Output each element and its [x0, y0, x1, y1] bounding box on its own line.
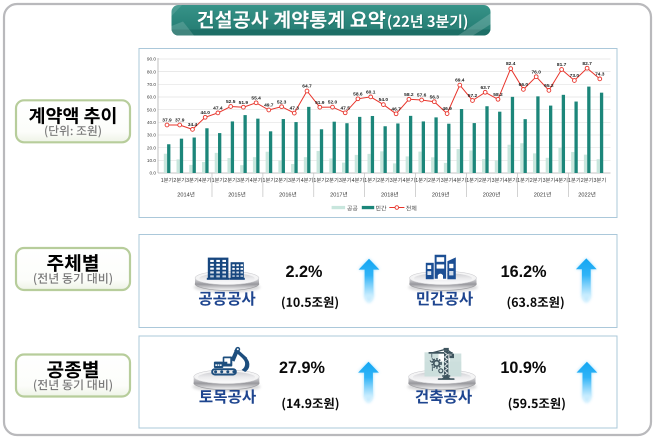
svg-text:2.2%: 2.2%: [286, 263, 323, 281]
svg-text:2: 2: [581, 178, 584, 184]
svg-text:73.0: 73.0: [570, 73, 580, 79]
svg-text:3: 3: [186, 178, 189, 184]
svg-text:2015: 2015: [228, 193, 240, 199]
svg-text:2016: 2016: [279, 193, 291, 199]
svg-text:2: 2: [326, 178, 329, 184]
svg-text:63.7: 63.7: [480, 85, 490, 91]
svg-text:3: 3: [492, 178, 495, 184]
svg-text:66.0: 66.0: [519, 82, 529, 88]
svg-text:1: 1: [161, 178, 164, 184]
svg-text:47.3: 47.3: [290, 106, 300, 112]
svg-text:4: 4: [352, 178, 355, 184]
svg-text:2: 2: [428, 178, 431, 184]
svg-text:1: 1: [364, 178, 367, 184]
svg-text:51.9: 51.9: [315, 100, 325, 106]
svg-text:2: 2: [275, 178, 278, 184]
svg-text:2018: 2018: [381, 193, 393, 199]
svg-text:2020: 2020: [483, 193, 495, 199]
svg-text:57.2: 57.2: [468, 93, 478, 99]
svg-text:16.2%: 16.2%: [501, 263, 547, 281]
svg-text:27.9%: 27.9%: [279, 359, 325, 377]
svg-text:58.2: 58.2: [404, 92, 414, 98]
svg-text:52.5: 52.5: [226, 99, 236, 105]
svg-text:80.0: 80.0: [147, 69, 157, 74]
svg-text:50.0: 50.0: [147, 107, 157, 112]
svg-text:46.9: 46.9: [442, 106, 452, 112]
svg-text:49.7: 49.7: [264, 103, 274, 109]
svg-text:4: 4: [504, 178, 507, 184]
svg-text:1: 1: [313, 178, 316, 184]
svg-text:30.0: 30.0: [147, 133, 157, 138]
svg-text:3: 3: [543, 178, 546, 184]
svg-text:60.1: 60.1: [366, 90, 376, 96]
svg-text:1: 1: [517, 178, 520, 184]
svg-text:2: 2: [479, 178, 482, 184]
svg-text:3: 3: [441, 178, 444, 184]
svg-text:51.9: 51.9: [239, 100, 249, 106]
svg-text:47.4: 47.4: [213, 106, 223, 112]
svg-text:2: 2: [377, 178, 380, 184]
svg-text:2: 2: [173, 178, 176, 184]
svg-text:82.7: 82.7: [582, 61, 592, 67]
svg-text:34.4: 34.4: [188, 122, 198, 128]
svg-text:1: 1: [466, 178, 469, 184]
svg-text:3: 3: [594, 178, 597, 184]
svg-text:55.4: 55.4: [251, 95, 261, 101]
svg-text:3: 3: [288, 178, 291, 184]
svg-text:3: 3: [237, 178, 240, 184]
svg-text:2022: 2022: [578, 193, 590, 199]
svg-text:47.5: 47.5: [340, 105, 350, 111]
svg-text:64.7: 64.7: [302, 84, 312, 90]
svg-text:76.0: 76.0: [531, 69, 541, 75]
svg-text:2021: 2021: [534, 193, 546, 199]
svg-text:70.0: 70.0: [147, 82, 157, 87]
svg-text:1: 1: [568, 178, 571, 184]
svg-text:56.3: 56.3: [430, 94, 440, 100]
svg-text:2019: 2019: [432, 193, 444, 199]
svg-text:4: 4: [301, 178, 304, 184]
svg-text:20.0: 20.0: [147, 145, 157, 150]
svg-text:4: 4: [555, 178, 558, 184]
svg-text:0.0: 0.0: [149, 171, 156, 176]
svg-text:3: 3: [339, 178, 342, 184]
svg-text:74.3: 74.3: [595, 72, 605, 78]
svg-text:2: 2: [224, 178, 227, 184]
svg-text:65.2: 65.2: [544, 83, 554, 89]
svg-text:1: 1: [415, 178, 418, 184]
svg-text:81.7: 81.7: [557, 62, 567, 68]
svg-text:1: 1: [212, 178, 215, 184]
svg-text:46.7: 46.7: [391, 106, 401, 112]
svg-text:60.0: 60.0: [147, 95, 157, 100]
svg-text:4: 4: [199, 178, 202, 184]
svg-text:58.6: 58.6: [353, 91, 363, 97]
svg-text:37.9: 37.9: [175, 118, 185, 124]
svg-text:4: 4: [250, 178, 253, 184]
svg-text:54.0: 54.0: [379, 97, 389, 103]
svg-text:2014: 2014: [177, 193, 189, 199]
svg-text:40.0: 40.0: [147, 120, 157, 125]
svg-text:90.0: 90.0: [147, 57, 157, 62]
svg-text:4: 4: [453, 178, 456, 184]
svg-text:57.6: 57.6: [417, 93, 427, 99]
svg-text:44.0: 44.0: [200, 110, 210, 116]
svg-text:3: 3: [390, 178, 393, 184]
svg-text:2017: 2017: [330, 193, 342, 199]
svg-text:2: 2: [530, 178, 533, 184]
svg-text:4: 4: [403, 178, 406, 184]
svg-text:52.0: 52.0: [328, 100, 338, 106]
svg-text:58.2: 58.2: [493, 92, 503, 98]
svg-text:37.9: 37.9: [162, 118, 172, 124]
svg-text:10.0: 10.0: [147, 158, 157, 163]
svg-text:82.4: 82.4: [506, 61, 516, 67]
svg-text:1: 1: [263, 178, 266, 184]
svg-text:10.9%: 10.9%: [500, 359, 546, 377]
svg-text:69.4: 69.4: [455, 78, 465, 84]
svg-text:52.3: 52.3: [277, 99, 287, 105]
